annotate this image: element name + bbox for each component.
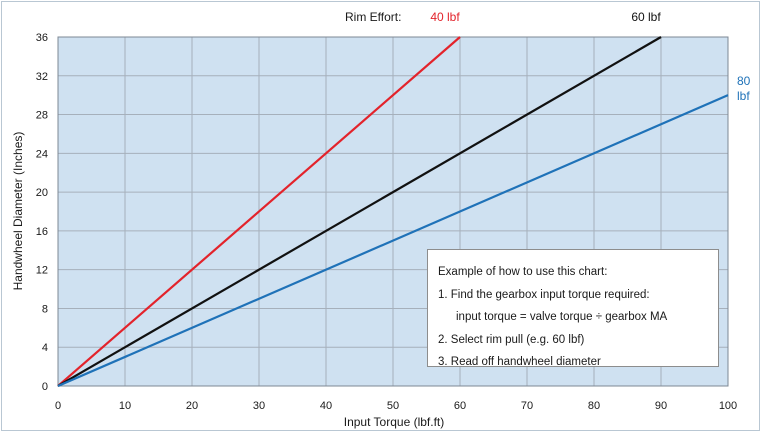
y-tick-label: 16	[36, 226, 48, 238]
y-axis-label: Handwheel Diameter (Inches)	[11, 132, 25, 291]
y-tick-label: 12	[36, 265, 48, 277]
x-axis-label: Input Torque (lbf.ft)	[344, 415, 445, 429]
y-tick-label: 8	[42, 303, 48, 315]
series-label-1: 40 lbf	[430, 10, 460, 24]
x-tick-label: 100	[719, 400, 737, 412]
x-tick-label: 10	[119, 400, 131, 412]
rim-effort-label: Rim Effort:	[345, 10, 401, 24]
usage-note: Example of how to use this chart: 1. Fin…	[427, 249, 719, 368]
series-lines	[57, 36, 729, 388]
series-line-2	[57, 36, 662, 387]
x-tick-label: 0	[55, 400, 61, 412]
y-tick-label: 20	[36, 187, 48, 199]
note-step-1: 1. Find the gearbox input torque require…	[438, 288, 650, 301]
plot-border	[57, 36, 729, 387]
x-tick-label: 60	[454, 400, 466, 412]
x-tick-label: 90	[655, 400, 667, 412]
x-tick-label: 80	[588, 400, 600, 412]
y-tick-label: 4	[42, 342, 48, 354]
tick-labels: 0 10 20 30 40 50 60 70 80 90 100 0 4 8 12 16 20 24 28 32 36	[36, 32, 737, 412]
x-tick-label: 50	[387, 400, 399, 412]
y-tick-label: 24	[36, 148, 48, 160]
y-tick-label: 0	[42, 381, 48, 393]
x-tick-label: 20	[186, 400, 198, 412]
series-line-1	[57, 36, 461, 387]
x-tick-label: 30	[253, 400, 265, 412]
series-label-3: 80 lbf	[737, 74, 751, 103]
x-tick-label: 70	[521, 400, 533, 412]
note-step-2: 2. Select rim pull (e.g. 60 lbf)	[438, 333, 585, 346]
note-step-3: 3. Read off handwheel diameter	[438, 356, 601, 368]
series-label-2: 60 lbf	[631, 10, 661, 24]
series-line-3	[57, 94, 729, 388]
y-tick-label: 36	[36, 32, 48, 44]
y-tick-label: 32	[36, 71, 48, 83]
series-labels: 40 lbf 60 lbf 80 lbf	[430, 10, 750, 103]
x-tick-label: 40	[320, 400, 332, 412]
note-heading: Example of how to use this chart:	[438, 266, 608, 278]
y-tick-label: 28	[36, 110, 48, 122]
note-formula: input torque = valve torque ÷ gearbox MA	[456, 311, 668, 323]
